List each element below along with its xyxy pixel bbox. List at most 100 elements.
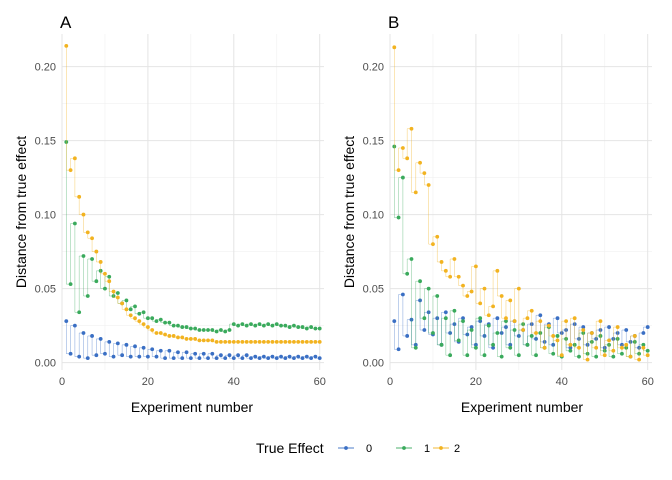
panel-b-series-0-point (538, 313, 543, 318)
panel-a-series-0 (64, 319, 322, 361)
panel-b-series-1-point (422, 316, 427, 321)
panel-a-series-0-point (72, 323, 77, 328)
panel-b-series-2-point (456, 274, 461, 279)
panel-b-series-1-point (396, 215, 401, 220)
panel-a-series-0-point (219, 353, 223, 358)
panel-b-series-2-point (551, 334, 556, 338)
panel-a-series-1-point (227, 328, 232, 332)
panel-b-series-2-point (547, 323, 551, 328)
panel-b-series-1-point (620, 351, 624, 356)
panel-a-series-1-point (292, 323, 296, 328)
panel-a-series-2-point (115, 295, 120, 300)
panel-b-series-2-point (465, 294, 470, 298)
panel-a-series-2-point (158, 331, 163, 335)
panel-b-series-2-point (478, 301, 483, 306)
panel-a-series-0-point (317, 356, 322, 361)
panel-a-series-0-point (270, 354, 275, 359)
panel-b-series-2-point (589, 331, 594, 335)
panel-a-series-1-point (313, 326, 318, 331)
panel-a-series-0-point (231, 356, 236, 361)
panel-a-series-1-point (219, 328, 223, 332)
legend-title: True Effect (256, 440, 324, 456)
panel-a-series-1-point (167, 320, 172, 325)
panel-b-series-2-point (598, 319, 603, 324)
panel-b-series-1-point (400, 175, 405, 180)
panel-a-x-tick-label: 0 (59, 376, 65, 388)
panel-a-series-0-point (206, 356, 210, 361)
panel-a-series-1-point (115, 291, 120, 295)
panel-a-series-2-point (210, 338, 215, 343)
panel-b-x-tick-label: 20 (470, 376, 482, 388)
legend-key-0-point (344, 446, 348, 450)
panel-b-series-1-point (409, 257, 414, 261)
panel-a-series-0-point (227, 353, 232, 358)
panel-a-series-1-point (304, 326, 309, 331)
panel-a-series-1-point (197, 328, 202, 332)
panel-b-series-2-point (542, 345, 547, 350)
panel-b-series-1-point (413, 345, 418, 350)
panel-a-series-1-point (141, 310, 146, 315)
panel-a-series-1-point (206, 328, 210, 332)
panel-a-series-1-point (128, 307, 133, 312)
panel-a-series-2-point (261, 339, 266, 344)
panel-a-series-2-point (64, 43, 69, 48)
panel-a-series-0-point (240, 356, 245, 361)
panel-b-series-1-point (594, 354, 599, 359)
legend-key-2-point (439, 446, 443, 450)
panel-a-series-0-point (197, 356, 202, 361)
panel-b: 0 20 40 60 0.00 0.05 0.10 0.15 0.20 B Experiment … (341, 13, 654, 415)
panel-a-series-2-point (197, 338, 202, 343)
panel-a-series-1-point (184, 325, 189, 329)
panel-b-series-0-point (461, 316, 465, 321)
panel-b-series-1-point (512, 328, 517, 332)
panel-a-series-0-point (236, 353, 240, 358)
panel-a-series-1-point (171, 323, 176, 328)
panel-a-series-1-point (244, 323, 249, 328)
panel-b-series-1-point (469, 328, 474, 332)
panel-a-series-2-point (124, 307, 129, 312)
panel-a-series-2-point (176, 335, 180, 340)
panel-b-series-2-point (469, 289, 474, 294)
panel-b-series-1-point (534, 353, 538, 358)
panel-a-series-2-point (313, 339, 318, 344)
panel-a-series-2-point (193, 337, 198, 341)
panel-b-series-2-point (413, 190, 418, 195)
panel-a-series-2-point (107, 279, 112, 284)
panel-b-series-0-point (396, 347, 401, 352)
panel-a-series-0-point (163, 356, 167, 361)
panel-a-series-2-point (296, 339, 301, 344)
panel-a-series-2-point (292, 339, 296, 344)
panel-a-series-1-point (261, 323, 266, 328)
legend-label-1: 1 (424, 443, 430, 455)
panel-b-series-2-point (452, 257, 457, 261)
panel-a-series-2-point (300, 339, 305, 344)
panel-a-series-1-point (107, 274, 112, 279)
panel-a-series-2 (64, 43, 322, 344)
panel-a-series-1-point (188, 326, 193, 331)
panel-a-series-0-point (279, 354, 283, 359)
legend-key-1: 1 (396, 443, 430, 455)
panel-b-series-2-point (628, 354, 633, 359)
panel-b-series-2-point (482, 286, 487, 291)
panel-b-series-0-point (400, 292, 405, 297)
panel-b-y-tick-label: 0.00 (363, 358, 384, 370)
panel-a-series-1-point (236, 323, 240, 328)
panel-a-series-1-point (124, 298, 129, 303)
panel-b-series-1-point (418, 279, 422, 284)
panel-a-series-0-point (137, 354, 142, 359)
panel-a-series-2-point (150, 328, 155, 332)
panel-a-series-2-point (128, 313, 133, 318)
panel-b-series-1-point (456, 338, 461, 343)
panel-b-series-2-point (568, 342, 573, 347)
panel-b-series-2-point (461, 283, 465, 288)
panel-a-series-0-point (214, 356, 219, 361)
panel-a-series-2-point (227, 339, 232, 344)
panel-a-series-0-point (313, 354, 318, 359)
panel-b-series-1-point (504, 319, 508, 324)
panel-b-series-2-point (405, 156, 410, 161)
panel-b-series-1-point (529, 334, 534, 338)
panel-b-plot-area: 0 20 40 60 0.00 0.05 0.10 0.15 0.20 (363, 34, 654, 388)
panel-b-series-2-point (555, 338, 560, 343)
panel-a-series-1-point (300, 325, 305, 329)
panel-b-series-2-point (392, 45, 397, 50)
